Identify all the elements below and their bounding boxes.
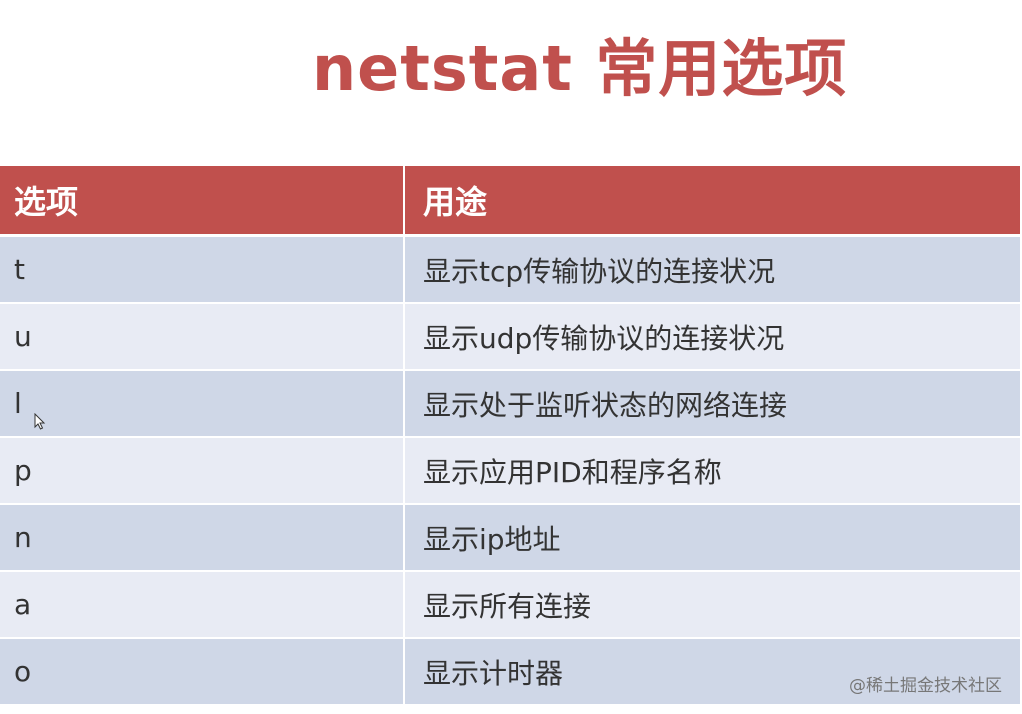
usage-cell: 显示所有连接 (404, 571, 1022, 639)
slide-title: netstat 常用选项 (312, 32, 848, 105)
table-row: u 显示udp传输协议的连接状况 (0, 303, 1022, 371)
option-cell: n (0, 504, 405, 572)
table-row: t 显示tcp传输协议的连接状况 (0, 235, 1022, 304)
option-cell: t (0, 235, 405, 304)
option-cell: a (0, 571, 405, 639)
watermark: @稀土掘金技术社区 (849, 676, 1002, 696)
table-row: a 显示所有连接 (0, 571, 1022, 639)
table-header-row: 选项 用途 (0, 166, 1022, 237)
usage-cell: 显示处于监听状态的网络连接 (404, 370, 1022, 438)
option-cell: p (0, 437, 405, 505)
table-row: o 显示计时器 (0, 638, 1022, 706)
usage-cell: 显示计时器 (404, 638, 1022, 706)
header-usage: 用途 (404, 166, 1022, 237)
usage-cell: 显示应用PID和程序名称 (404, 437, 1022, 505)
usage-cell: 显示ip地址 (404, 504, 1022, 572)
header-option: 选项 (0, 166, 405, 237)
table-row: p 显示应用PID和程序名称 (0, 437, 1022, 505)
option-cell: u (0, 303, 405, 371)
option-cell: o (0, 638, 405, 706)
usage-cell: 显示tcp传输协议的连接状况 (404, 235, 1022, 304)
mouse-cursor-icon (34, 413, 46, 430)
table-row: l 显示处于监听状态的网络连接 (0, 370, 1022, 438)
option-cell: l (0, 370, 405, 438)
usage-cell: 显示udp传输协议的连接状况 (404, 303, 1022, 371)
table-row: n 显示ip地址 (0, 504, 1022, 572)
